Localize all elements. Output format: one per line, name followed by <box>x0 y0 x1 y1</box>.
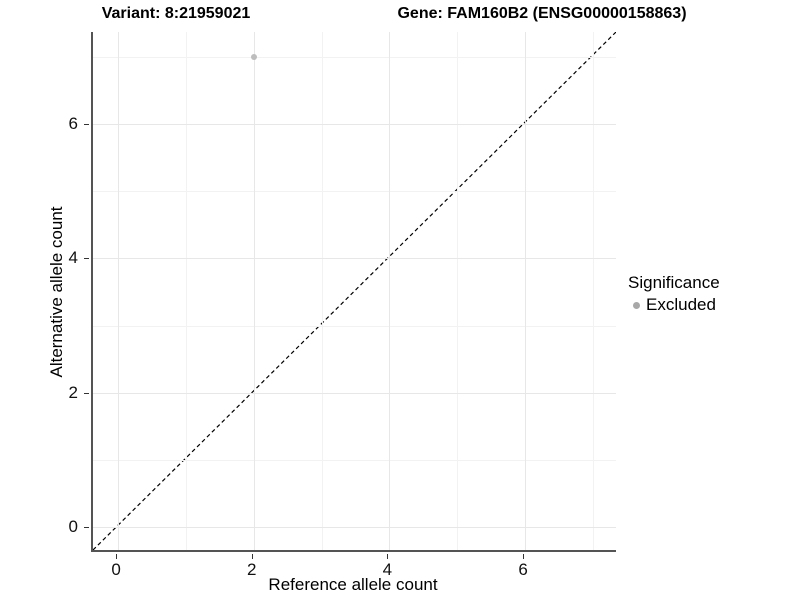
y-minor-gridline <box>93 459 616 461</box>
x-tick-mark <box>523 554 525 559</box>
x-major-gridline <box>118 32 120 550</box>
plot-panel <box>91 32 616 552</box>
y-tick-mark <box>84 527 89 529</box>
y-tick-mark <box>84 392 89 394</box>
y-tick-mark <box>84 258 89 260</box>
legend-entry-label: Excluded <box>646 295 716 314</box>
legend-key-dot-icon <box>633 301 640 309</box>
x-major-gridline <box>389 32 391 550</box>
y-major-gridline <box>93 258 616 260</box>
x-tick-label: 6 <box>518 560 528 579</box>
y-tick-label: 6 <box>68 114 78 134</box>
legend-entry: Excluded <box>628 295 720 315</box>
x-tick-label: 0 <box>111 560 121 579</box>
identity-dashed-line <box>93 32 616 550</box>
y-major-gridline <box>93 392 616 394</box>
x-minor-gridline <box>457 32 459 550</box>
x-minor-gridline <box>185 32 187 550</box>
legend: Significance Excluded <box>628 273 720 315</box>
y-tick-label: 0 <box>68 517 78 537</box>
y-tick-label: 4 <box>68 248 78 268</box>
y-minor-gridline <box>93 191 616 193</box>
y-minor-gridline <box>93 325 616 327</box>
x-tick-label: 4 <box>382 560 393 579</box>
legend-entries: Excluded <box>628 295 720 315</box>
x-minor-gridline <box>321 32 323 550</box>
x-tick-mark <box>116 554 118 559</box>
x-tick-mark <box>251 554 253 559</box>
x-axis-title: Reference allele count <box>268 575 438 594</box>
x-minor-gridline <box>592 32 594 550</box>
data-point <box>250 53 257 60</box>
plot-title-variant: Variant: 8:21959021 <box>101 5 251 22</box>
y-major-gridline <box>93 527 616 529</box>
y-tick-mark <box>84 124 89 126</box>
y-tick-label: 2 <box>68 382 78 402</box>
x-major-gridline <box>253 32 255 550</box>
x-major-gridline <box>525 32 527 550</box>
y-minor-gridline <box>93 56 616 58</box>
x-tick-label: 2 <box>247 560 257 579</box>
identity-line-layer <box>93 32 616 550</box>
x-tick-mark <box>387 554 389 559</box>
y-axis-title: Alternative allele count <box>47 206 66 378</box>
y-major-gridline <box>93 124 616 126</box>
plot-title-gene: Gene: FAM160B2 (ENSG00000158863) <box>397 5 687 22</box>
legend-title: Significance <box>628 273 720 292</box>
